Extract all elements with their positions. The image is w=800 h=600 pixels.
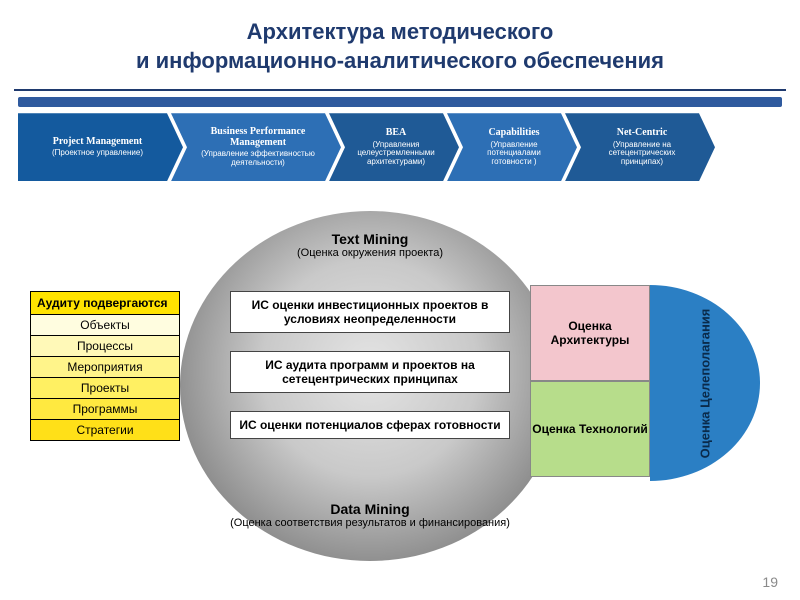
text-mining-title: Text Mining [180,231,560,247]
center-column: ИС оценки инвестиционных проектов в усло… [230,291,510,457]
arrow-row: Project Management(Проектное управление)… [18,113,800,181]
right-circle-label: Оценка Целеполагания [698,308,713,458]
page-number: 19 [762,574,778,590]
arrow-sub-2: (Управления целеустремленными архитектур… [351,141,441,166]
audit-item-5: Стратегии [30,420,180,441]
divider-bar [18,97,782,107]
right-half-circle: Оценка Целеполагания [650,285,760,481]
audit-column: Аудиту подвергаютсяОбъектыПроцессыМеропр… [30,291,180,441]
title-line-2: и информационно-аналитического обеспечен… [20,47,780,76]
arrow-0: Project Management(Проектное управление) [18,113,183,181]
arrow-main-2: BEA [386,128,407,139]
arrow-main-3: Capabilities [488,128,539,139]
arrow-sub-3: (Управление потенциалами готовности ) [469,141,559,166]
audit-header: Аудиту подвергаются [30,291,180,315]
audit-item-1: Процессы [30,336,180,357]
audit-item-4: Программы [30,399,180,420]
right-box-0: Оценка Архитектуры [530,285,650,381]
arrow-4: Net-Centric (Управление на сетецентрическ… [565,113,715,181]
text-mining-sub: (Оценка окружения проекта) [180,247,560,259]
audit-item-2: Мероприятия [30,357,180,378]
data-mining-block: Data Mining (Оценка соответствия результ… [180,501,560,529]
diagram-area: Text Mining (Оценка окружения проекта) А… [30,211,770,581]
title-underline [14,89,786,91]
title-block: Архитектура методического и информационн… [0,0,800,85]
center-box-2: ИС оценки потенциалов сферах готовности [230,411,510,439]
text-mining-block: Text Mining (Оценка окружения проекта) [180,231,560,259]
title-line-1: Архитектура методического [20,18,780,47]
arrow-2: BEA (Управления целеустремленными архитек… [329,113,459,181]
data-mining-sub: (Оценка соответствия результатов и финан… [180,517,560,529]
center-box-1: ИС аудита программ и проектов на сетецен… [230,351,510,393]
arrow-main-1: Business Performance Management [193,127,323,148]
audit-item-3: Проекты [30,378,180,399]
data-mining-title: Data Mining [180,501,560,517]
arrow-main-0: Project Management [53,137,143,148]
arrow-sub-4: (Управление на сетецентрических принципа… [587,141,697,166]
right-box-1: Оценка Технологий [530,381,650,477]
arrow-3: Capabilities (Управление потенциалами гот… [447,113,577,181]
audit-item-0: Объекты [30,315,180,336]
arrow-sub-1: (Управление эффективностью деятельности) [193,150,323,167]
arrow-1: Business Performance Management (Управлен… [171,113,341,181]
arrow-sub-0: (Проектное управление) [52,149,143,157]
arrow-main-4: Net-Centric [617,128,668,139]
center-box-0: ИС оценки инвестиционных проектов в усло… [230,291,510,333]
right-column: Оценка АрхитектурыОценка Технологий [530,285,650,477]
